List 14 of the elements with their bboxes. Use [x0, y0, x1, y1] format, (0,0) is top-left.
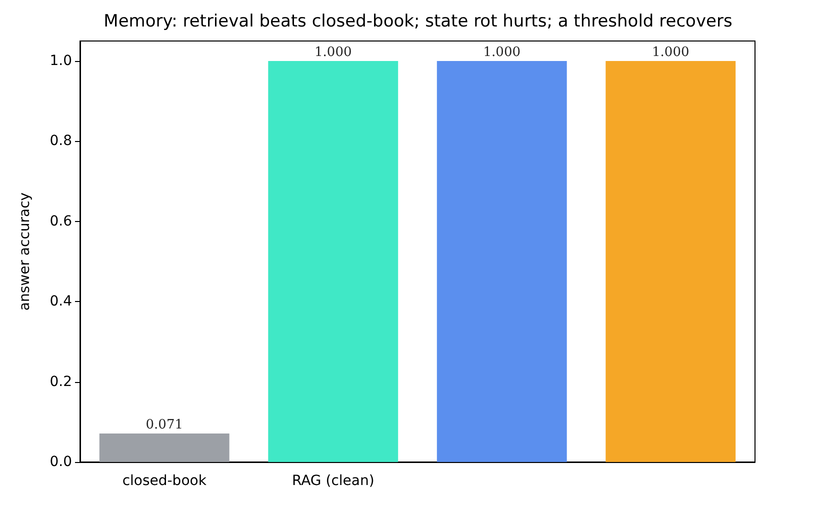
data-label: 0.071 — [146, 418, 183, 433]
chart-title: Memory: retrieval beats closed-book; state rot hurts; a threshold recovers — [104, 12, 732, 32]
data-label: 1.000 — [314, 45, 352, 60]
data-label: 1.000 — [483, 45, 520, 60]
y-tick-label: 0.0 — [50, 454, 72, 470]
y-tick-label: 0.8 — [50, 133, 72, 150]
x-tick-label: closed-book — [122, 473, 208, 489]
y-tick-label: 0.2 — [50, 374, 72, 390]
y-tick-label: 1.0 — [50, 53, 72, 70]
y-tick-label: 0.4 — [50, 294, 72, 310]
y-axis-title: answer accuracy — [17, 192, 33, 311]
y-tick-label: 0.6 — [50, 213, 72, 230]
x-tick-label: RAG (clean) — [292, 473, 374, 489]
data-label: 1.000 — [652, 45, 690, 60]
